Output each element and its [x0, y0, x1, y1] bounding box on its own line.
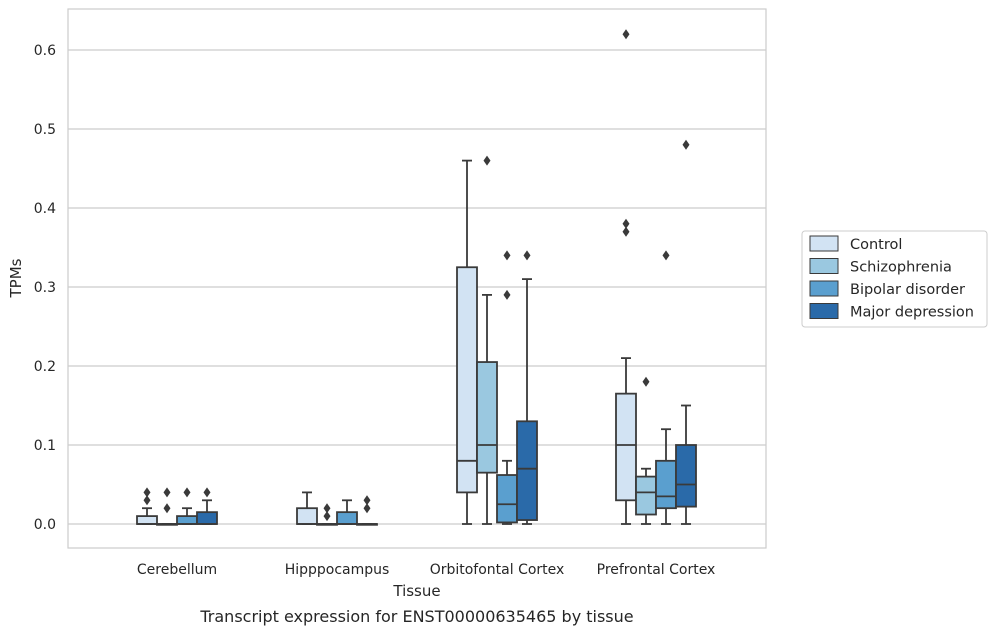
legend-swatch — [809, 280, 839, 297]
box-series — [136, 29, 697, 526]
legend-swatch — [809, 258, 839, 274]
y-tick-label: 0.2 — [34, 359, 56, 375]
y-tick-label: 0.5 — [34, 122, 56, 138]
x-tick-label: Orbitofontal Cortex — [430, 562, 565, 578]
outlier-point — [642, 376, 650, 387]
outlier-point — [523, 250, 531, 261]
legend-entry-label: Control — [850, 237, 902, 253]
box — [635, 475, 657, 516]
x-tick-label: Hipppocampus — [285, 562, 390, 578]
y-tick-label: 0.4 — [34, 201, 56, 217]
y-tick-label: 0.1 — [34, 438, 56, 454]
box — [655, 459, 677, 510]
legend-entry-label: Bipolar disorder — [850, 282, 965, 298]
outlier-point — [622, 29, 630, 40]
legend-frame — [801, 230, 988, 328]
plot-area-frame — [67, 8, 767, 549]
series-major-depression — [196, 139, 697, 526]
outlier-point — [163, 487, 171, 498]
x-axis-label: Tissue — [392, 582, 440, 600]
box — [176, 515, 198, 525]
box — [136, 515, 158, 525]
y-axis-label: TPMs — [7, 258, 25, 298]
box — [336, 511, 358, 525]
box — [615, 392, 637, 502]
legend-entry-label: Schizophrenia — [850, 260, 952, 276]
outlier-point — [323, 503, 331, 514]
outlier-point — [363, 503, 371, 514]
series-bipolar-disorder — [176, 250, 677, 525]
x-tick-label: Cerebellum — [137, 562, 217, 578]
box — [675, 444, 697, 508]
legend: Control Schizophrenia Bipolar disorder Majo… — [801, 230, 988, 328]
box — [456, 266, 478, 494]
outlier-point — [662, 250, 670, 261]
outlier-point — [203, 487, 211, 498]
outlier-point — [503, 250, 511, 261]
legend-entry-label: Major depression — [850, 305, 974, 321]
outlier-point — [622, 218, 630, 229]
chart-caption: Transcript expression for ENST0000063546… — [199, 607, 633, 626]
box — [296, 507, 318, 525]
legend-swatch — [809, 235, 839, 252]
outlier-point — [363, 495, 371, 506]
y-axis-ticks: 0.0 0.1 0.2 0.3 0.4 0.5 0.6 — [34, 43, 56, 533]
box — [516, 420, 538, 521]
outlier-point — [143, 487, 151, 498]
series-schizophrenia — [156, 155, 657, 526]
outlier-point — [503, 289, 511, 300]
box — [196, 511, 218, 525]
x-tick-label: Prefrontal Cortex — [597, 562, 716, 578]
y-tick-label: 0.6 — [34, 43, 56, 59]
y-tick-label: 0.0 — [34, 517, 56, 533]
y-tick-label: 0.3 — [34, 280, 56, 296]
legend-swatch — [809, 303, 839, 319]
outlier-point — [483, 155, 491, 166]
outlier-point — [622, 226, 630, 237]
box — [476, 361, 498, 474]
outlier-point — [143, 495, 151, 506]
outlier-point — [183, 487, 191, 498]
x-axis-ticks: Cerebellum Hipppocampus Orbitofontal Corte… — [137, 562, 715, 578]
series-control — [136, 29, 637, 525]
outlier-point — [323, 511, 331, 522]
box — [496, 474, 518, 524]
outlier-point — [682, 139, 690, 150]
outlier-point — [163, 503, 171, 514]
